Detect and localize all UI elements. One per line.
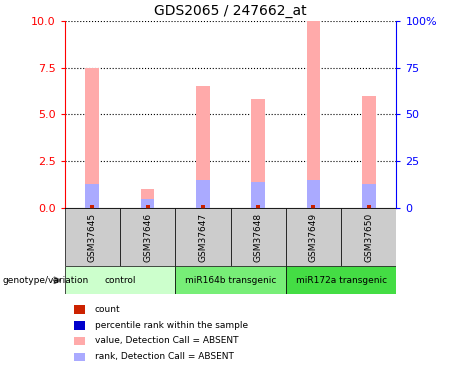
Bar (307, 21, 320, 208)
Bar (341, 208, 396, 266)
Text: GSM37647: GSM37647 (198, 213, 207, 262)
Bar (286, 266, 396, 294)
Text: GSM37649: GSM37649 (309, 213, 318, 262)
Text: GSM37650: GSM37650 (364, 213, 373, 262)
Text: miR164b transgenic: miR164b transgenic (185, 276, 276, 285)
Bar (307, 180, 320, 208)
Bar (65, 266, 175, 294)
Text: GSM37645: GSM37645 (88, 213, 97, 262)
Bar (286, 208, 341, 266)
Bar (362, 96, 376, 208)
Text: rank, Detection Call = ABSENT: rank, Detection Call = ABSENT (95, 352, 233, 361)
Title: GDS2065 / 247662_at: GDS2065 / 247662_at (154, 4, 307, 18)
Bar (175, 266, 286, 294)
Bar (65, 208, 120, 266)
Bar (141, 189, 154, 208)
Text: miR172a transgenic: miR172a transgenic (296, 276, 387, 285)
Text: GSM37648: GSM37648 (254, 213, 263, 262)
Bar (230, 208, 286, 266)
Bar (251, 182, 265, 208)
Text: count: count (95, 305, 120, 314)
Bar (196, 180, 210, 208)
Text: value, Detection Call = ABSENT: value, Detection Call = ABSENT (95, 336, 238, 345)
Text: control: control (104, 276, 136, 285)
Text: GSM37646: GSM37646 (143, 213, 152, 262)
Text: percentile rank within the sample: percentile rank within the sample (95, 321, 248, 330)
Bar (251, 99, 265, 208)
Text: genotype/variation: genotype/variation (2, 276, 89, 285)
Bar (141, 199, 154, 208)
Bar (85, 184, 99, 208)
Bar (196, 86, 210, 208)
Bar (120, 208, 175, 266)
Bar (85, 68, 99, 208)
Bar (175, 208, 230, 266)
Bar (362, 184, 376, 208)
